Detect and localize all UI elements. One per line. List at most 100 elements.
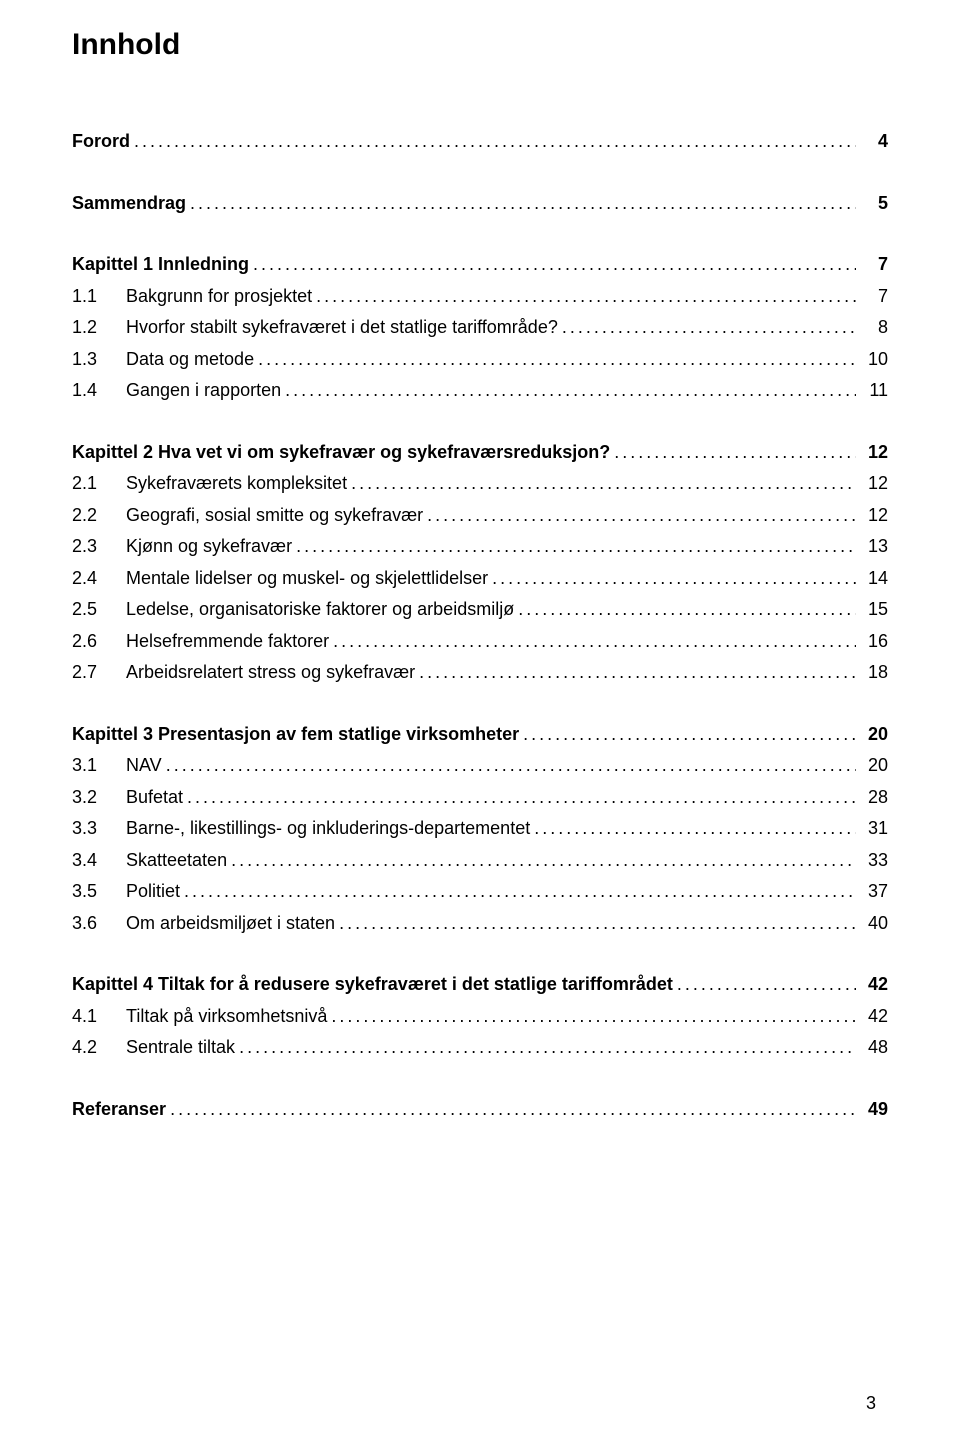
toc-item-page: 20	[860, 750, 888, 782]
toc-leader	[518, 594, 856, 626]
toc-item-number: 4.2	[72, 1032, 126, 1064]
toc-section: Kapittel 4 Tiltak for å redusere sykefra…	[72, 969, 888, 1064]
toc-item-label: 4.1Tiltak på virksomhetsnivå	[72, 1001, 327, 1033]
toc-section: Kapittel 1 Innledning71.1Bakgrunn for pr…	[72, 249, 888, 407]
toc-section: Referanser49	[72, 1094, 888, 1126]
toc-item-label: 3.1NAV	[72, 750, 162, 782]
toc-leader	[614, 437, 856, 469]
toc-heading-row: Kapittel 1 Innledning7	[72, 249, 888, 281]
toc-item-label: 3.5Politiet	[72, 876, 180, 908]
toc-item-page: 16	[860, 626, 888, 658]
toc-leader	[677, 969, 856, 1001]
toc-leader	[253, 249, 856, 281]
toc-item-text: Mentale lidelser og muskel- og skjelettl…	[126, 568, 488, 588]
toc-heading-label: Kapittel 2 Hva vet vi om sykefravær og s…	[72, 437, 610, 469]
toc-item-text: Skatteetaten	[126, 850, 227, 870]
toc-item-row: 3.5Politiet 37	[72, 876, 888, 908]
toc-item-label: 2.3Kjønn og sykefravær	[72, 531, 292, 563]
toc-item-label: 2.6Helsefremmende faktorer	[72, 626, 329, 658]
toc-leader	[134, 126, 856, 158]
toc-item-text: Data og metode	[126, 349, 254, 369]
toc-heading-page: 20	[860, 719, 888, 751]
toc-item-page: 18	[860, 657, 888, 689]
toc-item-label: 3.3Barne-, likestillings- og inkludering…	[72, 813, 530, 845]
toc-item-page: 40	[860, 908, 888, 940]
toc-item-row: 2.1Sykefraværets kompleksitet12	[72, 468, 888, 500]
toc-item-page: 13	[860, 531, 888, 563]
toc-heading-row: Sammendrag5	[72, 188, 888, 220]
toc-item-page: 11	[860, 375, 888, 407]
toc-item-text: Arbeidsrelatert stress og sykefravær	[126, 662, 415, 682]
toc-item-row: 4.1Tiltak på virksomhetsnivå42	[72, 1001, 888, 1033]
toc-item-label: 2.7Arbeidsrelatert stress og sykefravær	[72, 657, 415, 689]
toc-item-number: 1.1	[72, 281, 126, 313]
toc-heading-label: Kapittel 1 Innledning	[72, 249, 249, 281]
toc-item-number: 3.6	[72, 908, 126, 940]
toc-item-label: 3.2Bufetat	[72, 782, 183, 814]
toc-item-row: 2.4Mentale lidelser og muskel- og skjele…	[72, 563, 888, 595]
toc-item-label: 3.4Skatteetaten	[72, 845, 227, 877]
toc-leader	[239, 1032, 856, 1064]
toc-item-page: 10	[860, 344, 888, 376]
toc-item-page: 37	[860, 876, 888, 908]
toc-heading-page: 12	[860, 437, 888, 469]
toc-item-text: NAV	[126, 755, 162, 775]
toc-item-text: Sentrale tiltak	[126, 1037, 235, 1057]
toc-leader	[333, 626, 856, 658]
toc-item-label: 1.1Bakgrunn for prosjektet	[72, 281, 312, 313]
toc-item-label: 1.2Hvorfor stabilt sykefraværet i det st…	[72, 312, 558, 344]
toc-item-row: 3.4Skatteetaten 33	[72, 845, 888, 877]
toc-item-page: 48	[860, 1032, 888, 1064]
toc-heading-label: Referanser	[72, 1094, 166, 1126]
toc-item-text: Helsefremmende faktorer	[126, 631, 329, 651]
toc-leader	[419, 657, 856, 689]
toc-heading-label: Forord	[72, 126, 130, 158]
toc-heading-page: 42	[860, 969, 888, 1001]
toc-item-text: Barne-, likestillings- og inkluderings-d…	[126, 818, 530, 838]
toc-leader	[258, 344, 856, 376]
toc-item-number: 3.2	[72, 782, 126, 814]
toc-item-number: 1.4	[72, 375, 126, 407]
toc-item-text: Gangen i rapporten	[126, 380, 281, 400]
toc-item-text: Geografi, sosial smitte og sykefravær	[126, 505, 423, 525]
toc-item-text: Politiet	[126, 881, 180, 901]
toc-leader	[351, 468, 856, 500]
toc-item-row: 2.6Helsefremmende faktorer 16	[72, 626, 888, 658]
page-number: 3	[866, 1393, 876, 1414]
toc-item-number: 2.6	[72, 626, 126, 658]
toc-item-number: 1.2	[72, 312, 126, 344]
toc-item-text: Tiltak på virksomhetsnivå	[126, 1006, 327, 1026]
toc-leader	[170, 1094, 856, 1126]
toc-section: Kapittel 3 Presentasjon av fem statlige …	[72, 719, 888, 940]
toc-item-row: 2.2Geografi, sosial smitte og sykefravær…	[72, 500, 888, 532]
toc-item-page: 12	[860, 468, 888, 500]
toc-item-row: 2.3Kjønn og sykefravær 13	[72, 531, 888, 563]
toc-item-row: 4.2Sentrale tiltak 48	[72, 1032, 888, 1064]
toc-heading-row: Forord4	[72, 126, 888, 158]
toc-item-number: 2.7	[72, 657, 126, 689]
toc-item-row: 1.1Bakgrunn for prosjektet7	[72, 281, 888, 313]
toc-heading-row: Kapittel 4 Tiltak for å redusere sykefra…	[72, 969, 888, 1001]
page-title: Innhold	[72, 28, 888, 62]
toc-item-row: 1.2Hvorfor stabilt sykefraværet i det st…	[72, 312, 888, 344]
toc-item-number: 3.1	[72, 750, 126, 782]
toc-leader	[339, 908, 856, 940]
toc-item-row: 3.6Om arbeidsmiljøet i staten 40	[72, 908, 888, 940]
toc-item-number: 3.4	[72, 845, 126, 877]
toc-item-page: 14	[860, 563, 888, 595]
toc-item-text: Hvorfor stabilt sykefraværet i det statl…	[126, 317, 558, 337]
toc-item-number: 2.1	[72, 468, 126, 500]
toc-item-label: 1.3Data og metode	[72, 344, 254, 376]
toc-section: Sammendrag5	[72, 188, 888, 220]
toc-item-page: 28	[860, 782, 888, 814]
toc-leader	[523, 719, 856, 751]
toc-item-page: 31	[860, 813, 888, 845]
toc-item-number: 1.3	[72, 344, 126, 376]
toc-leader	[534, 813, 856, 845]
toc-item-label: 3.6Om arbeidsmiljøet i staten	[72, 908, 335, 940]
toc-heading-label: Kapittel 4 Tiltak for å redusere sykefra…	[72, 969, 673, 1001]
toc-item-page: 33	[860, 845, 888, 877]
toc-item-page: 12	[860, 500, 888, 532]
toc-item-text: Ledelse, organisatoriske faktorer og arb…	[126, 599, 514, 619]
toc-item-row: 3.1NAV 20	[72, 750, 888, 782]
